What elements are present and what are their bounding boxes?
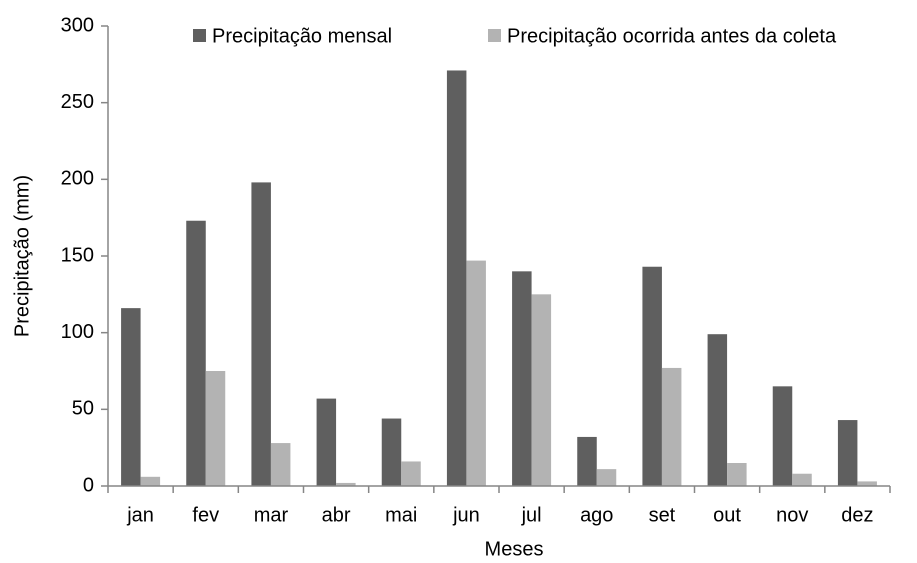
- bar: [661, 367, 682, 486]
- y-tick-label: 250: [61, 91, 94, 113]
- bar: [336, 482, 356, 486]
- bar: [512, 271, 532, 486]
- y-axis-label: Precipitação (mm): [11, 175, 33, 337]
- bar: [727, 463, 747, 486]
- x-tick-label: mar: [254, 504, 289, 526]
- x-tick-label: mai: [385, 504, 417, 526]
- x-tick-label: jun: [452, 504, 480, 526]
- bar: [446, 70, 467, 486]
- x-tick-label: ago: [580, 504, 613, 526]
- x-tick-label: set: [649, 504, 676, 526]
- x-tick-label: out: [713, 504, 741, 526]
- bar: [577, 436, 597, 486]
- y-tick-label: 300: [61, 14, 94, 36]
- legend-swatch: [193, 29, 206, 42]
- bar: [381, 418, 402, 486]
- y-tick-label: 0: [83, 474, 94, 496]
- x-tick-label: jan: [126, 504, 154, 526]
- bar: [707, 334, 728, 486]
- x-tick-label: jul: [521, 504, 542, 526]
- y-tick-label: 200: [61, 168, 94, 190]
- bar: [186, 220, 206, 486]
- x-tick-label: dez: [841, 504, 873, 526]
- x-axis-label: Meses: [485, 538, 544, 560]
- y-tick-label: 100: [61, 321, 94, 343]
- bar: [401, 461, 421, 486]
- bar: [642, 266, 662, 486]
- legend-label: Precipitação mensal: [212, 25, 392, 47]
- x-tick-label: nov: [776, 504, 808, 526]
- bar: [857, 481, 877, 486]
- bar: [837, 420, 858, 486]
- legend-label: Precipitação ocorrida antes da coleta: [507, 25, 837, 47]
- bar: [772, 386, 793, 486]
- bar: [316, 398, 337, 486]
- x-tick-label: fev: [192, 504, 219, 526]
- bar: [466, 260, 486, 486]
- bar: [270, 443, 291, 486]
- x-tick-label: abr: [322, 504, 351, 526]
- bar: [251, 182, 271, 486]
- y-tick-label: 150: [61, 244, 94, 266]
- legend-swatch: [488, 29, 501, 42]
- bar: [121, 308, 141, 486]
- bar: [140, 476, 161, 486]
- bar: [792, 473, 812, 486]
- bar: [596, 469, 617, 486]
- bar: [531, 294, 552, 486]
- bar: [205, 371, 226, 486]
- y-tick-label: 50: [72, 398, 94, 420]
